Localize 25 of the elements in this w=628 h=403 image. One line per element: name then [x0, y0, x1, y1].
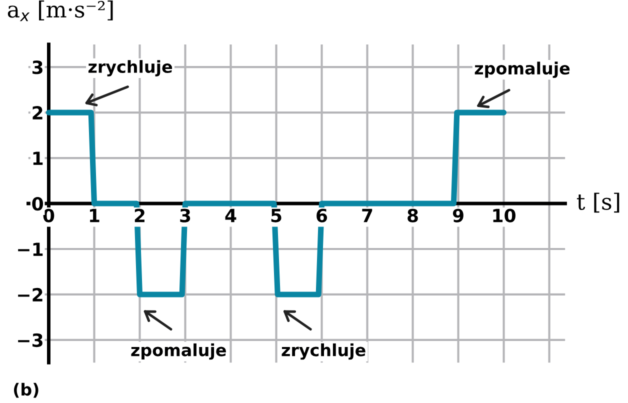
x-tick-label: 0: [43, 208, 54, 222]
x-tick-label: 7: [362, 208, 372, 222]
y-axis-title: a$_{x}$ [m·s⁻²]: [8, 0, 113, 22]
annotation: zpomaluje: [131, 343, 226, 360]
x-tick-label: 8: [408, 208, 418, 222]
annotation: zrychluje: [88, 60, 172, 76]
x-tick-label: 4: [225, 208, 236, 222]
x-tick-label: 3: [180, 208, 190, 222]
x-tick-label: 10: [493, 208, 516, 222]
x-tick-label: 1: [90, 208, 100, 222]
annotation: zrychluje: [282, 343, 366, 360]
y-tick-label: −1: [18, 242, 43, 256]
y-tick-label: 1: [33, 152, 43, 165]
text: (b): [14, 382, 38, 398]
x-tick-label: 5: [271, 208, 282, 222]
x-tick-label: 2: [134, 208, 144, 222]
y-tick-label: 0: [32, 196, 44, 211]
y-tick-label: −2: [18, 288, 42, 302]
x-axis-title: t [s]: [576, 192, 620, 213]
y-tick-label: −3: [18, 333, 42, 348]
annotation: zpomaluje: [474, 62, 570, 78]
y-tick-label: 3: [32, 60, 42, 74]
y-tick-label: 2: [32, 106, 42, 120]
x-tick-label: 6: [316, 208, 328, 222]
x-tick-label: 9: [452, 208, 464, 222]
